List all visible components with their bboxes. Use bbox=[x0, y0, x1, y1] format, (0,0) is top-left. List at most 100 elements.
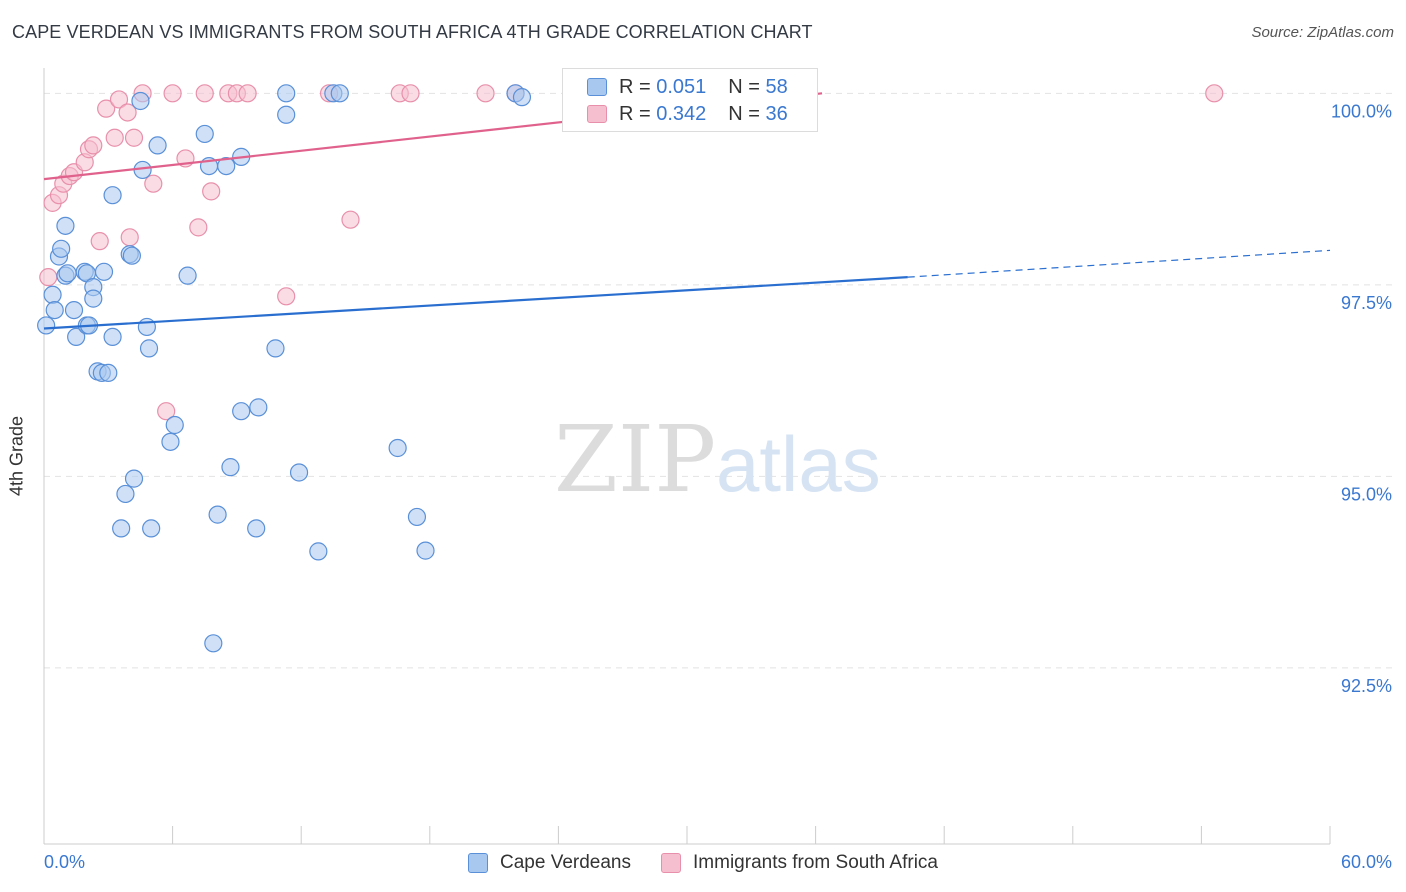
data-point bbox=[277, 105, 296, 124]
data-point bbox=[388, 438, 407, 458]
legend-n-value: 58 bbox=[765, 75, 788, 98]
data-point bbox=[112, 519, 131, 538]
data-point bbox=[124, 469, 144, 488]
data-point bbox=[118, 103, 137, 122]
data-point bbox=[148, 136, 167, 155]
data-point bbox=[103, 327, 122, 347]
data-point bbox=[43, 285, 62, 304]
data-point bbox=[163, 84, 182, 103]
data-point bbox=[139, 339, 159, 358]
data-point bbox=[341, 210, 360, 229]
data-point bbox=[195, 124, 214, 144]
legend-label-cape-verdeans: Cape Verdeans bbox=[500, 852, 632, 873]
data-point bbox=[232, 402, 251, 421]
data-point bbox=[195, 84, 214, 103]
axes bbox=[43, 68, 1331, 845]
data-point bbox=[249, 398, 268, 417]
trend-line-cape-verdeans bbox=[43, 276, 908, 330]
y-tick-label: 95.0% bbox=[1341, 484, 1392, 504]
data-point bbox=[416, 541, 435, 560]
legend-r-value: 0.342 bbox=[656, 102, 707, 125]
data-point bbox=[58, 264, 77, 283]
data-point bbox=[39, 268, 58, 287]
legend-n-label: N = bbox=[728, 75, 760, 98]
x-tick-max: 60.0% bbox=[1340, 852, 1392, 872]
data-point bbox=[330, 84, 349, 103]
legend-swatch-pink bbox=[661, 853, 682, 873]
data-point bbox=[277, 287, 296, 306]
chart-title: CAPE VERDEAN VS IMMIGRANTS FROM SOUTH AF… bbox=[12, 22, 813, 42]
legend-row-cape-verdeans: R = 0.051 N = 58 bbox=[587, 75, 788, 99]
legend-swatch-blue bbox=[587, 78, 607, 96]
y-tick-label: 92.5% bbox=[1341, 676, 1392, 696]
data-point bbox=[84, 289, 103, 308]
series-legend: Cape Verdeans Immigrants from South Afri… bbox=[0, 852, 1406, 874]
data-point bbox=[67, 327, 86, 347]
data-point bbox=[289, 463, 309, 482]
series-immigrants-from-south-africa bbox=[39, 84, 1224, 421]
data-point bbox=[161, 432, 180, 451]
data-point bbox=[56, 216, 75, 235]
legend-row-immigrants: R = 0.342 N = 36 bbox=[587, 102, 788, 126]
data-point bbox=[204, 634, 223, 653]
data-point bbox=[247, 519, 266, 538]
legend-item-cape-verdeans: Cape Verdeans bbox=[468, 852, 631, 874]
legend-label-immigrants: Immigrants from South Africa bbox=[693, 852, 938, 873]
series-cape-verdeans bbox=[37, 84, 532, 653]
correlation-legend: R = 0.051 N = 58 R = 0.342 N = 36 bbox=[562, 68, 818, 132]
data-point bbox=[476, 84, 495, 103]
legend-swatch-pink bbox=[587, 105, 607, 123]
data-point bbox=[512, 88, 532, 107]
data-point bbox=[277, 84, 296, 103]
data-point bbox=[124, 128, 144, 147]
data-point bbox=[122, 246, 141, 265]
legend-swatch-blue bbox=[468, 853, 489, 873]
data-point bbox=[90, 232, 109, 251]
data-point bbox=[142, 519, 161, 538]
data-point bbox=[217, 156, 236, 176]
data-point bbox=[221, 458, 240, 477]
y-tick-label: 100.0% bbox=[1331, 101, 1392, 121]
data-point bbox=[97, 99, 116, 118]
x-tick-min: 0.0% bbox=[44, 852, 86, 872]
data-point bbox=[202, 182, 221, 201]
data-point bbox=[120, 228, 139, 247]
data-point bbox=[189, 218, 208, 237]
data-point bbox=[103, 186, 122, 205]
legend-n-value: 36 bbox=[765, 102, 788, 125]
data-point bbox=[131, 91, 150, 111]
watermark-atlas: atlas bbox=[716, 420, 881, 508]
legend-item-immigrants: Immigrants from South Africa bbox=[661, 852, 938, 874]
tick-labels: 92.5% 95.0% 97.5% 100.0% bbox=[1331, 101, 1392, 696]
legend-r-label: R = bbox=[619, 102, 651, 125]
data-point bbox=[309, 542, 328, 561]
data-point bbox=[208, 505, 227, 524]
data-point bbox=[266, 339, 285, 358]
data-point bbox=[94, 262, 114, 281]
data-point bbox=[157, 402, 176, 421]
data-point bbox=[144, 174, 163, 193]
legend-r-value: 0.051 bbox=[656, 75, 707, 98]
data-point bbox=[109, 90, 129, 109]
data-point bbox=[99, 363, 118, 383]
data-point bbox=[105, 128, 124, 147]
legend-r-label: R = bbox=[619, 75, 651, 98]
gridlines bbox=[44, 92, 1392, 669]
data-point bbox=[64, 300, 84, 320]
data-point bbox=[407, 507, 427, 527]
legend-n-label: N = bbox=[728, 102, 760, 125]
data-point bbox=[178, 266, 197, 285]
data-point bbox=[165, 415, 184, 435]
data-point bbox=[84, 136, 103, 155]
data-point bbox=[116, 484, 135, 504]
source-label: Source: ZipAtlas.com bbox=[1251, 24, 1394, 41]
data-point bbox=[45, 300, 64, 320]
data-point bbox=[401, 84, 420, 103]
data-point bbox=[37, 316, 56, 335]
y-tick-label: 97.5% bbox=[1341, 293, 1392, 313]
data-point bbox=[238, 84, 257, 103]
data-point bbox=[52, 239, 71, 258]
y-axis-label: 4th Grade bbox=[6, 415, 27, 497]
watermark-zip: ZIP bbox=[554, 406, 716, 513]
